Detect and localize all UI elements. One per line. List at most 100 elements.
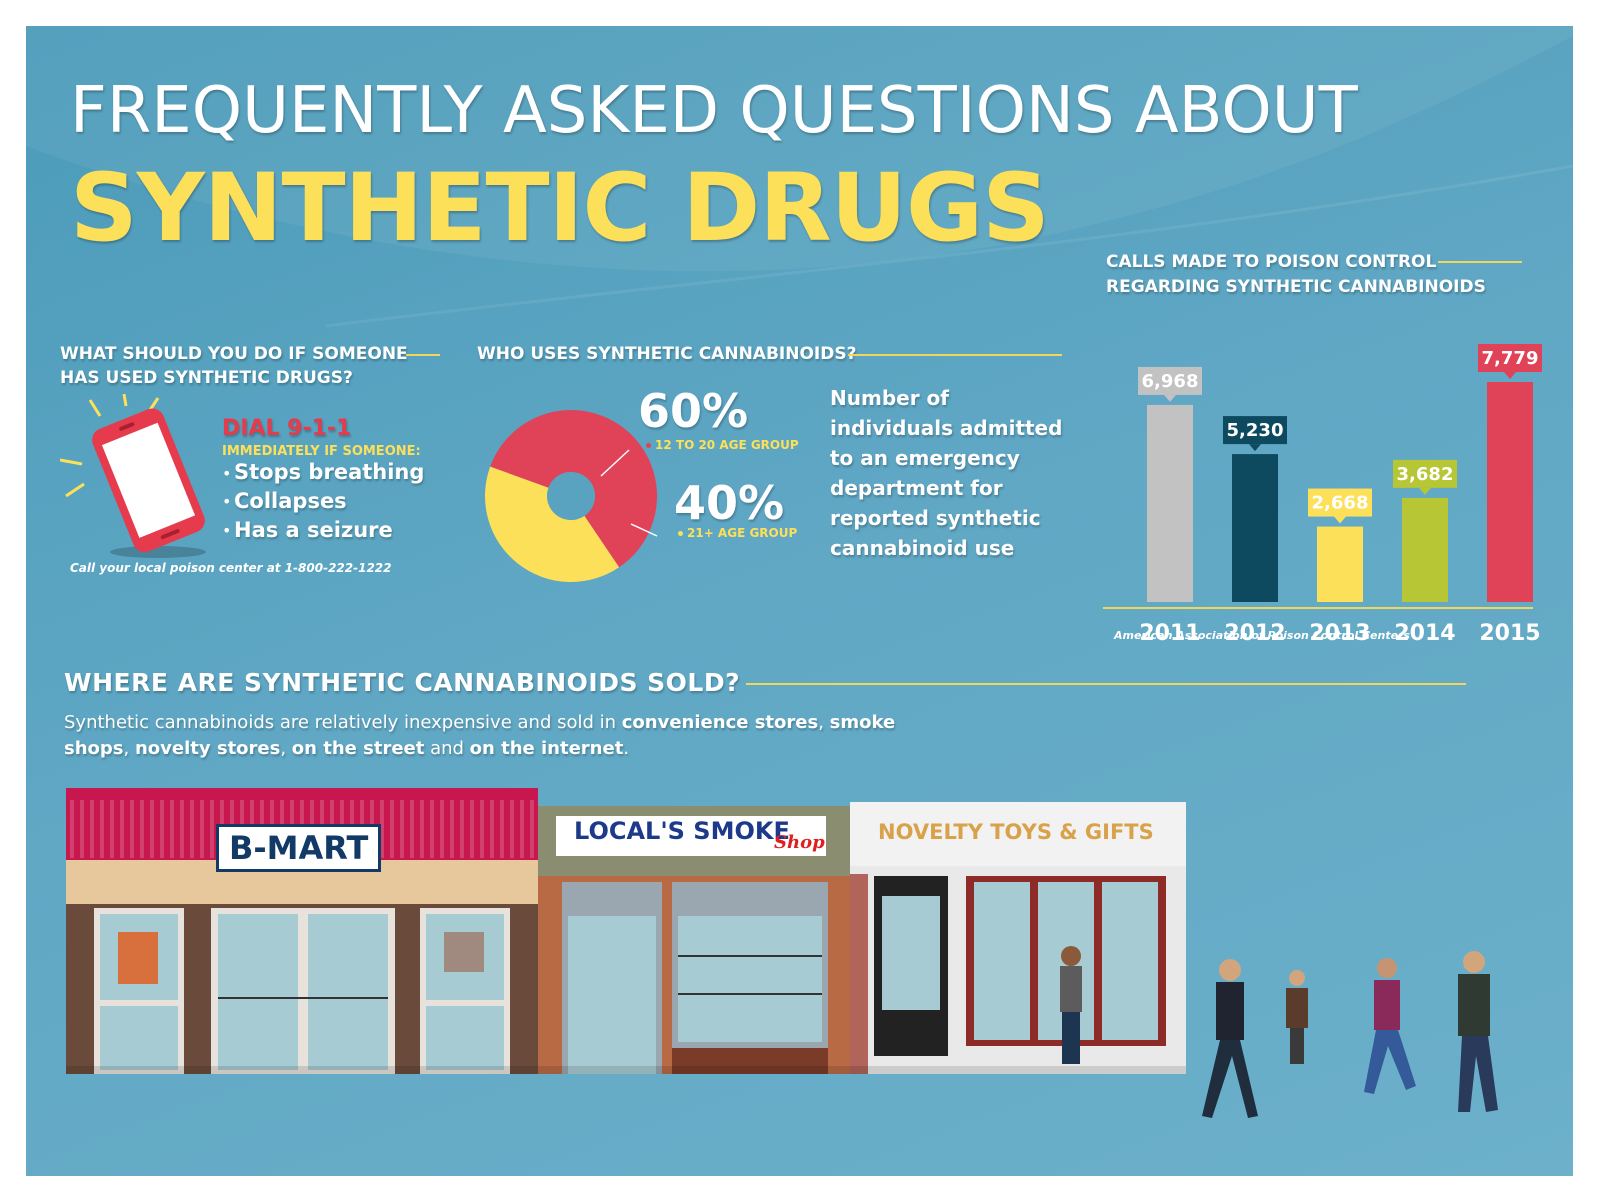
awning-stripe bbox=[530, 800, 534, 858]
awning-stripe bbox=[460, 800, 464, 858]
page-title-line2: SYNTHETIC DRUGS bbox=[70, 154, 1050, 263]
awning-stripe bbox=[210, 800, 214, 858]
where-heading-rule bbox=[746, 683, 1466, 685]
symptom-bullet: • bbox=[222, 492, 232, 511]
where-text-run: Synthetic cannabinoids are relatively in… bbox=[64, 712, 622, 733]
bar-value-label: 2,668 bbox=[1312, 493, 1369, 514]
awning-stripe bbox=[490, 800, 494, 858]
awning-stripe bbox=[120, 800, 124, 858]
poison-center-note: Call your local poison center at 1-800-2… bbox=[70, 561, 392, 575]
awning-stripe bbox=[520, 800, 524, 858]
where-text-run: smoke shops bbox=[64, 712, 896, 759]
bar-value-box bbox=[1308, 488, 1372, 517]
x-tick-label: 2014 bbox=[1394, 621, 1455, 646]
awning-stripe bbox=[160, 800, 164, 858]
bar-value-pointer bbox=[1504, 372, 1516, 379]
bar-2012 bbox=[1232, 454, 1278, 602]
where-text-run: novelty stores bbox=[134, 738, 281, 759]
bar-2013 bbox=[1317, 526, 1363, 602]
where-description: Synthetic cannabinoids are relatively in… bbox=[64, 710, 964, 762]
slice-category-text: 21+ AGE GROUP bbox=[687, 526, 798, 540]
awning-stripe bbox=[500, 800, 504, 858]
bar-value-box bbox=[1393, 459, 1457, 488]
awning-stripe bbox=[110, 800, 114, 858]
chart-title-line2: REGARDING SYNTHETIC CANNABINOIDS bbox=[1106, 277, 1486, 297]
awning-stripe bbox=[470, 800, 474, 858]
chart-source: American Association of Poison Control C… bbox=[1114, 629, 1411, 642]
slice-value-label: 60% bbox=[638, 384, 749, 438]
where-text-run: convenience stores bbox=[621, 712, 819, 733]
chart-title-rule bbox=[1438, 261, 1522, 263]
awning-stripe bbox=[190, 800, 194, 858]
chart-title-line1: CALLS MADE TO POISON CONTROL bbox=[1106, 252, 1437, 272]
where-text-run: , bbox=[123, 738, 135, 759]
poison-calls-bar-chart: 6,968 2011 5,230 2012 2,668 2013 3,682 2014 7,77… bbox=[1103, 344, 1542, 646]
bar-value-box bbox=[1223, 416, 1287, 445]
person-man-4 bbox=[1458, 951, 1498, 1112]
awning-stripe bbox=[80, 800, 84, 858]
where-text-run: . bbox=[623, 738, 630, 759]
smoke-shop-sign: LOCAL'S SMOKE bbox=[574, 817, 790, 845]
where-text-run: on the street bbox=[291, 738, 425, 759]
donut-slice-1 bbox=[490, 410, 657, 568]
bar-value-pointer bbox=[1419, 487, 1431, 495]
where-text-run: , bbox=[818, 712, 830, 733]
where-text-run: on the internet bbox=[469, 738, 624, 759]
x-tick-label: 2011 bbox=[1139, 621, 1200, 646]
where-heading: WHERE ARE SYNTHETIC CANNABINOIDS SOLD? bbox=[64, 668, 741, 697]
admitted-description: Number of individuals admitted to an eme… bbox=[830, 386, 1063, 560]
emergency-heading-line2: HAS USED SYNTHETIC DRUGS? bbox=[60, 368, 353, 388]
symptom-item: Collapses bbox=[234, 489, 347, 513]
donut-hole bbox=[547, 472, 595, 520]
awning-stripe bbox=[130, 800, 134, 858]
awning-stripe bbox=[380, 800, 384, 858]
bmart-store bbox=[66, 788, 538, 1074]
person-man-1 bbox=[1202, 959, 1258, 1118]
slice-category-text: 12 TO 20 AGE GROUP bbox=[655, 438, 799, 452]
slice-category-label: 12 TO 20 AGE GROUP bbox=[646, 438, 799, 452]
slice-value-label: 40% bbox=[674, 476, 785, 530]
awning-stripe bbox=[420, 800, 424, 858]
bar-value-label: 7,779 bbox=[1482, 348, 1539, 369]
infographic-panel: FREQUENTLY ASKED QUESTIONS ABOUT SYNTHET… bbox=[26, 26, 1573, 1176]
people-walking bbox=[1060, 946, 1498, 1118]
awning-stripe bbox=[170, 800, 174, 858]
storefront-illustration bbox=[66, 788, 1498, 1118]
symptom-bullet: • bbox=[222, 464, 232, 483]
donut-slice-2 bbox=[485, 466, 620, 582]
bar-2014 bbox=[1402, 497, 1448, 602]
awning-stripe bbox=[390, 800, 394, 858]
symptom-item: Has a seizure bbox=[234, 518, 393, 542]
bar-value-pointer bbox=[1334, 516, 1346, 524]
bar-value-label: 5,230 bbox=[1227, 420, 1284, 441]
bmart-sign: B-MART bbox=[216, 824, 382, 872]
emergency-heading-rule bbox=[406, 354, 440, 356]
awning-stripe bbox=[510, 800, 514, 858]
slice-dot bbox=[646, 443, 651, 448]
smoke-shop-store bbox=[538, 806, 850, 1074]
awning-stripe bbox=[140, 800, 144, 858]
awning-stripe bbox=[400, 800, 404, 858]
awning-stripe bbox=[450, 800, 454, 858]
chart-title: CALLS MADE TO POISON CONTROL REGARDING S… bbox=[1106, 250, 1486, 300]
bar-value-box bbox=[1478, 344, 1542, 372]
awning-stripe bbox=[90, 800, 94, 858]
x-tick-label: 2015 bbox=[1479, 621, 1540, 646]
smoke-shop-script: Shop bbox=[774, 832, 825, 853]
dial-911-text: DIAL 9-1-1 bbox=[222, 416, 352, 441]
symptom-bullet: • bbox=[222, 521, 232, 540]
bar-2015 bbox=[1487, 382, 1533, 602]
person-woman bbox=[1060, 946, 1082, 1064]
person-man-3 bbox=[1364, 958, 1416, 1094]
awning-stripe bbox=[480, 800, 484, 858]
awning-stripe bbox=[180, 800, 184, 858]
x-tick-label: 2012 bbox=[1224, 621, 1285, 646]
bar-value-pointer bbox=[1249, 444, 1261, 452]
age-donut-chart bbox=[485, 410, 658, 582]
person-man-2 bbox=[1286, 970, 1308, 1064]
phone-ringing-icon bbox=[60, 394, 206, 558]
where-text-run: and bbox=[424, 738, 470, 759]
emergency-heading: WHAT SHOULD YOU DO IF SOMEONE HAS USED S… bbox=[60, 342, 408, 390]
x-tick-label: 2013 bbox=[1309, 621, 1370, 646]
symptom-item: Stops breathing bbox=[234, 460, 425, 484]
